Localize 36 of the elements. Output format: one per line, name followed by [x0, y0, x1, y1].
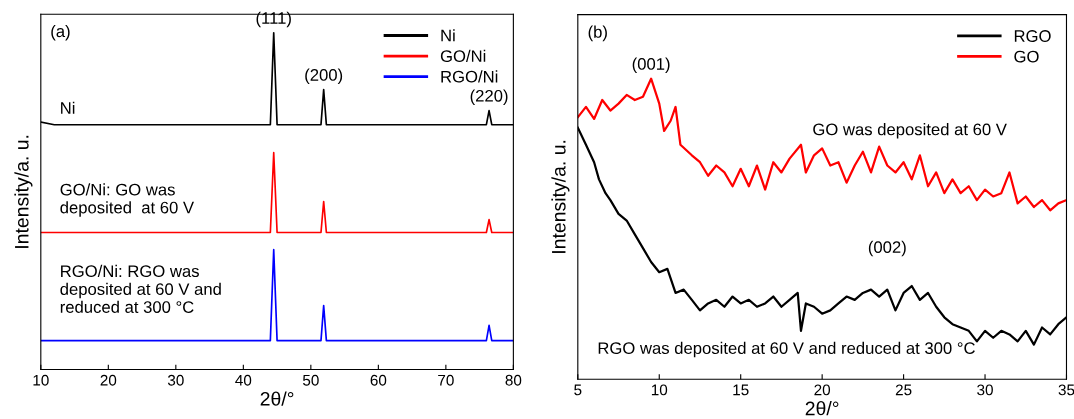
- x-axis-title: 2θ/°: [805, 401, 839, 416]
- x-tick-label: 80: [505, 374, 522, 386]
- x-tick-label: 35: [1058, 384, 1074, 396]
- x-tick-label: 10: [33, 374, 49, 386]
- annotation: (200): [305, 68, 343, 85]
- annotation: (220): [470, 89, 508, 105]
- x-tick-label: 30: [167, 374, 184, 386]
- legend-label: RGO: [1014, 30, 1051, 42]
- x-tick-label: 50: [302, 374, 319, 386]
- x-tick-label: 70: [438, 374, 454, 386]
- annotation: (111): [256, 11, 291, 28]
- x-tick-label: 25: [895, 384, 912, 396]
- y-axis-title: Intensity/a. u.: [551, 140, 570, 253]
- annotation: GO was deposited at 60 V: [813, 123, 1007, 139]
- x-tick-label: 15: [733, 384, 749, 396]
- legend-label: GO/Ni: [440, 49, 486, 63]
- annotation: GO/Ni: GO was deposited at 60 V: [60, 183, 194, 217]
- chart-title: (a): [51, 24, 70, 41]
- annotation: RGO was deposited at 60 V and reduced at 300 °C: [598, 341, 975, 358]
- annotation: (001): [632, 57, 670, 74]
- y-axis-title: Intensity/a. u.: [14, 135, 33, 248]
- legend-label: Ni: [441, 29, 455, 42]
- x-axis-title: 2θ/°: [260, 391, 294, 406]
- x-tick-label: 5: [574, 384, 582, 396]
- x-tick-label: 20: [100, 374, 117, 386]
- x-tick-label: 20: [814, 384, 831, 396]
- legend-label: RGO/Ni: [441, 70, 498, 83]
- annotation: RGO/Ni: RGO was deposited at 60 V and reduced at 300 °C: [60, 264, 221, 313]
- chart-title: (b): [588, 25, 607, 42]
- annotation: Ni: [61, 101, 75, 114]
- x-tick-label: 40: [235, 374, 252, 386]
- x-tick-label: 60: [370, 374, 387, 386]
- legend-label: GO: [1014, 50, 1039, 63]
- x-tick-label: 10: [651, 384, 668, 396]
- x-tick-label: 30: [977, 384, 993, 396]
- annotation: (002): [868, 240, 906, 257]
